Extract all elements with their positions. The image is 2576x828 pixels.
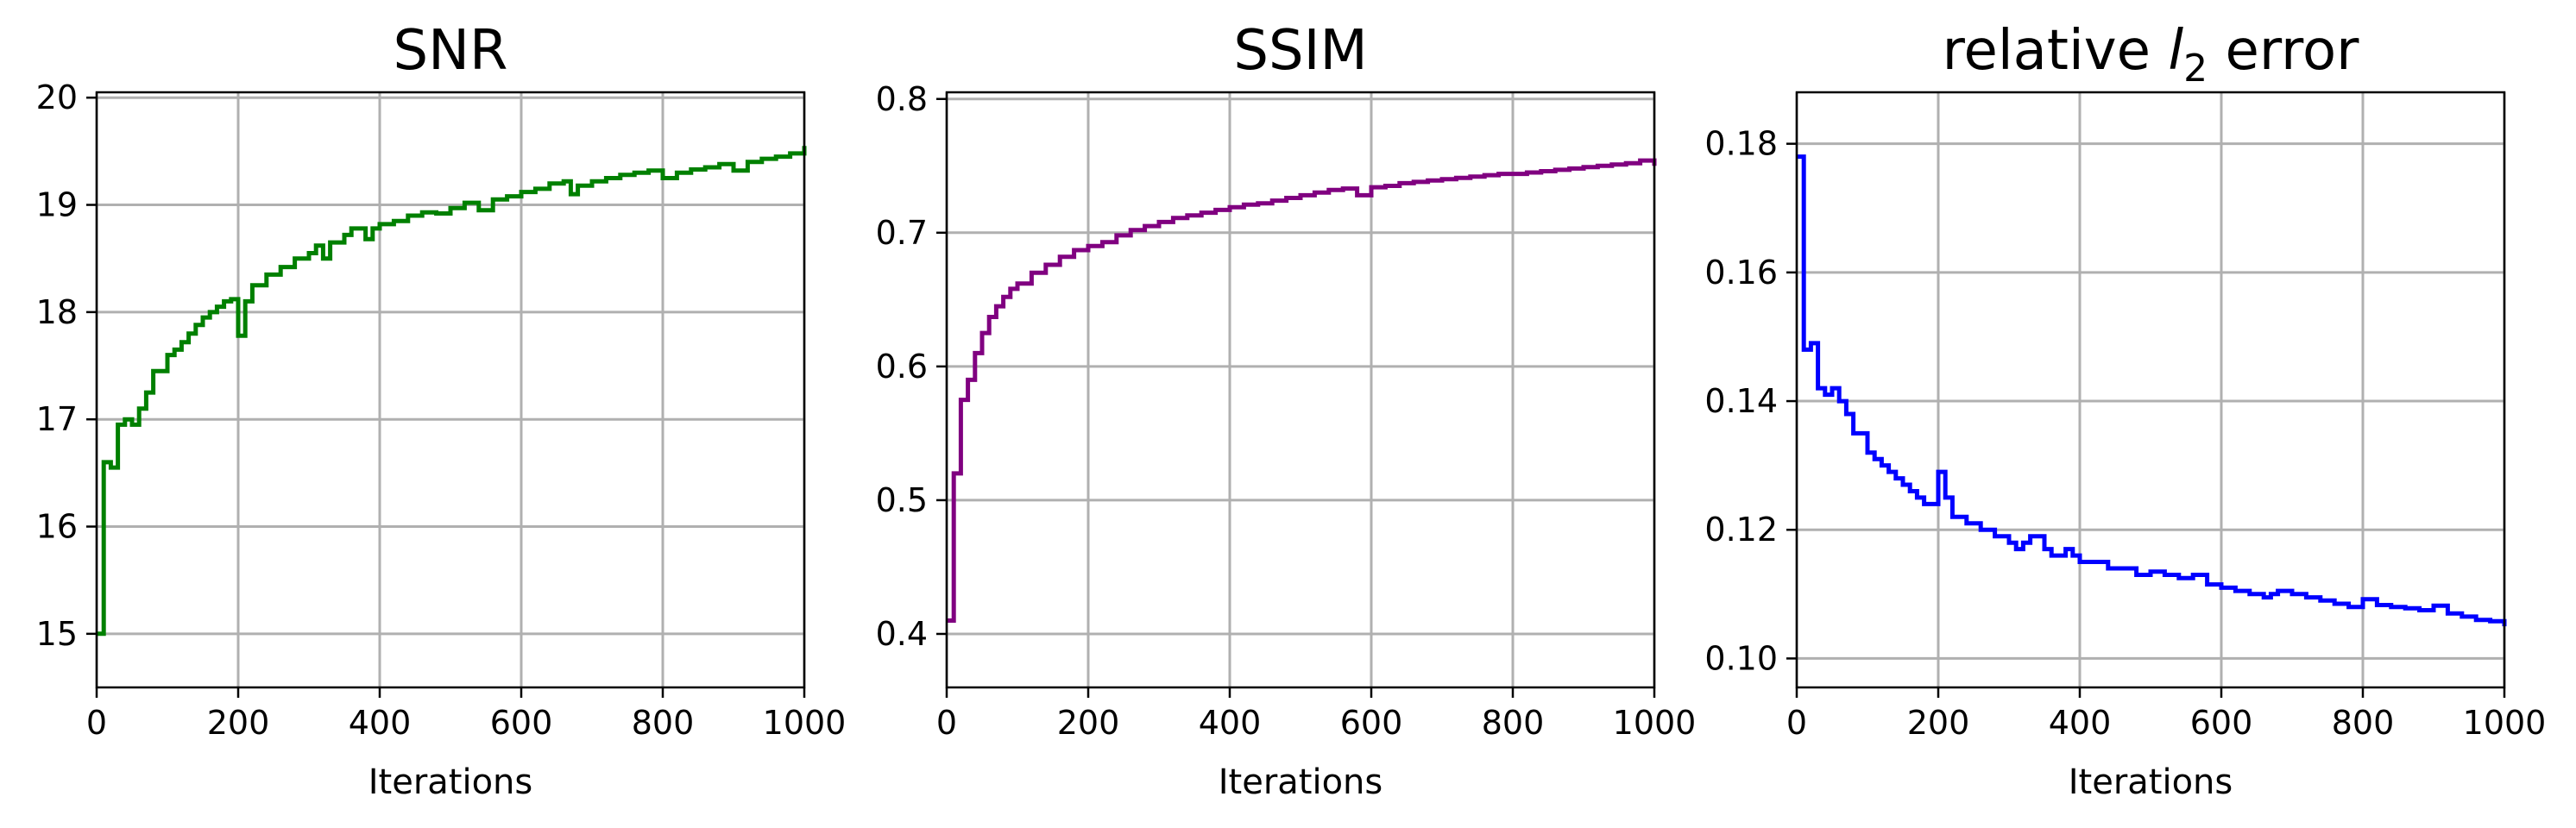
x-tick-label: 1000 [2463, 704, 2547, 742]
y-tick-label: 0.18 [1704, 125, 1778, 163]
x-tick-label: 200 [1057, 704, 1120, 742]
x-tick-label: 1000 [763, 704, 847, 742]
y-tick-label: 0.4 [876, 615, 928, 653]
series-line-1 [1797, 154, 2507, 627]
y-tick-label: 0.14 [1704, 382, 1778, 420]
chart-title: SNR [394, 19, 508, 83]
y-tick-label: 0.8 [876, 80, 928, 118]
y-tick-label: 0.6 [876, 348, 928, 386]
y-tick-label: 20 [36, 78, 78, 116]
plot-frame [95, 91, 806, 689]
x-tick-label: 0 [86, 704, 107, 742]
x-tick-label: 600 [2190, 704, 2253, 742]
x-tick-label: 400 [1199, 704, 1262, 742]
y-tick-label: 16 [36, 508, 78, 546]
x-tick-label: 600 [1340, 704, 1403, 742]
x-tick-label: 1000 [1613, 704, 1697, 742]
x-tick-label: 0 [936, 704, 957, 742]
series-line-1 [97, 146, 807, 637]
x-tick-label: 400 [2049, 704, 2112, 742]
x-axis-label: Iterations [1219, 762, 1383, 802]
y-tick-label: 0.5 [876, 481, 928, 519]
y-tick-label: 18 [36, 293, 78, 331]
x-axis-label: Iterations [2069, 762, 2233, 802]
chart-title: relative l2 error [1943, 19, 2360, 91]
x-tick-label: 800 [1482, 704, 1545, 742]
x-tick-label: 200 [1907, 704, 1970, 742]
x-tick-label: 200 [207, 704, 270, 742]
x-tick-label: 800 [2332, 704, 2395, 742]
chart-panel-2: 0 200 400 600 800 1000 0.4 0.5 0.6 0.7 0.8 Iteratio… [876, 19, 1697, 802]
y-tick-label: 0.12 [1704, 511, 1778, 549]
chart-panel-1: 0 200 400 600 800 1000 15 16 17 18 19 20 Iterations S… [36, 19, 847, 802]
plot-frame [945, 91, 1656, 689]
chart-title: SSIM [1233, 19, 1367, 83]
series-line-1 [947, 158, 1657, 623]
x-tick-label: 600 [490, 704, 553, 742]
y-tick-label: 0.10 [1704, 639, 1778, 677]
y-tick-label: 19 [36, 186, 78, 224]
y-tick-label: 0.7 [876, 214, 928, 252]
chart-panel-3: 0 200 400 600 800 1000 0.10 0.12 0.14 0.16 0.18 Ite… [1704, 19, 2546, 802]
x-tick-label: 400 [349, 704, 412, 742]
x-tick-label: 0 [1786, 704, 1807, 742]
y-tick-label: 17 [36, 400, 78, 438]
y-tick-label: 0.16 [1704, 254, 1778, 292]
x-tick-label: 800 [632, 704, 695, 742]
y-tick-label: 15 [36, 615, 78, 653]
plot-frame [1795, 91, 2506, 689]
x-axis-label: Iterations [368, 762, 533, 802]
